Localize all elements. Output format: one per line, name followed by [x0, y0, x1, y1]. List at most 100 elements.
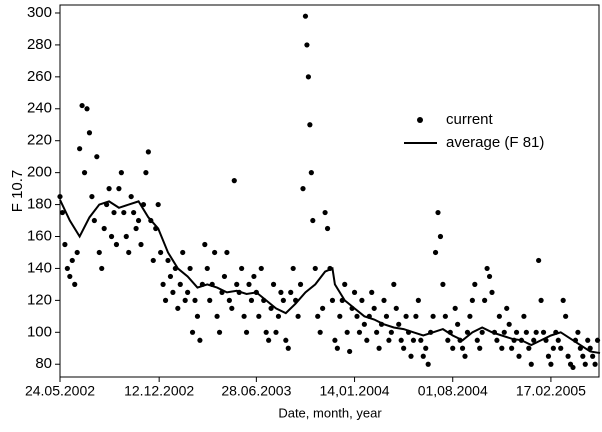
point: [432, 249, 439, 256]
point: [430, 313, 436, 319]
point: [280, 297, 286, 303]
point: [415, 297, 421, 303]
point: [540, 329, 547, 335]
point: [165, 257, 171, 264]
point: [72, 281, 78, 287]
point: [221, 273, 228, 280]
point: [297, 281, 304, 287]
y-tick-label: 140: [27, 259, 52, 276]
point: [304, 42, 310, 48]
point: [185, 289, 191, 295]
point: [450, 345, 456, 351]
point: [376, 345, 382, 351]
point: [494, 337, 500, 343]
legend-label: average (F 81): [446, 134, 544, 151]
point: [383, 313, 390, 319]
point: [278, 289, 284, 295]
point: [189, 329, 196, 335]
x-tick-label: 12.12.2002: [124, 383, 194, 399]
point: [77, 146, 83, 152]
point: [582, 361, 588, 367]
point: [496, 313, 502, 319]
point: [474, 337, 480, 343]
point: [550, 345, 556, 351]
point: [322, 209, 328, 216]
point: [440, 281, 446, 287]
point: [347, 348, 353, 355]
point: [423, 345, 429, 351]
point: [170, 289, 176, 295]
point: [86, 130, 93, 136]
point: [231, 178, 237, 184]
point: [435, 209, 441, 216]
point: [560, 297, 566, 303]
point: [194, 313, 201, 319]
legend-marker: [417, 117, 423, 123]
point: [175, 305, 181, 311]
point: [288, 289, 294, 295]
point: [64, 265, 70, 272]
point: [506, 321, 512, 327]
point: [212, 249, 218, 256]
point: [509, 345, 515, 351]
point: [455, 321, 461, 327]
point: [283, 337, 289, 343]
point: [526, 345, 532, 351]
point: [145, 149, 151, 155]
x-tick-label: 01,08.2004: [418, 383, 488, 399]
point: [499, 345, 505, 351]
point: [332, 337, 338, 343]
point: [477, 345, 483, 351]
point: [585, 337, 591, 343]
point: [182, 297, 188, 303]
point: [575, 329, 581, 335]
point: [320, 305, 326, 311]
point: [516, 353, 522, 359]
point: [246, 281, 252, 287]
point: [295, 313, 301, 319]
point: [533, 329, 539, 335]
point: [536, 257, 542, 264]
point: [150, 257, 156, 264]
point: [391, 281, 397, 287]
point: [337, 313, 343, 319]
point: [275, 313, 282, 319]
y-tick-label: 300: [27, 4, 52, 21]
average-line: [59, 199, 601, 355]
point: [317, 329, 323, 335]
point: [302, 13, 309, 19]
point: [138, 241, 144, 248]
x-axis-title: Date, month, year: [278, 405, 382, 420]
y-tick-label: 240: [27, 100, 52, 117]
point: [570, 364, 576, 371]
y-tick-label: 200: [27, 164, 52, 181]
x-tick-label: 28.06.2003: [221, 383, 291, 399]
point: [437, 233, 444, 240]
point: [197, 337, 203, 343]
y-tick-label: 100: [27, 323, 52, 340]
point: [158, 249, 164, 256]
point: [329, 297, 336, 303]
point: [324, 225, 331, 232]
point: [207, 297, 213, 303]
point: [177, 281, 183, 287]
point: [135, 217, 142, 224]
point: [531, 337, 537, 343]
point: [180, 249, 186, 256]
point: [155, 201, 161, 208]
point: [62, 241, 68, 248]
point: [563, 313, 569, 319]
point: [305, 74, 311, 80]
point: [192, 297, 198, 303]
point: [216, 329, 223, 335]
point: [270, 281, 277, 287]
point: [290, 265, 296, 272]
point: [464, 329, 471, 335]
point: [91, 217, 97, 224]
point: [285, 345, 291, 351]
point: [310, 217, 316, 224]
y-tick-label: 160: [27, 227, 52, 244]
point: [351, 289, 358, 295]
point: [565, 353, 571, 359]
point: [545, 353, 552, 359]
